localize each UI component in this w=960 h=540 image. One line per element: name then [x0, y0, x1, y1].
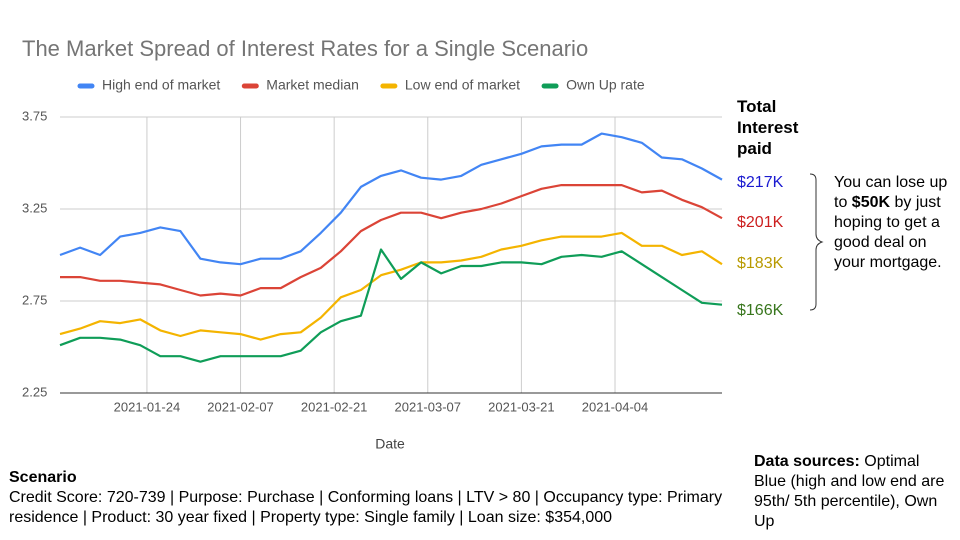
sources-label: Data sources:: [754, 453, 860, 470]
x-tick-label: 2021-03-07: [395, 399, 462, 414]
x-axis-label: Date: [375, 436, 405, 452]
sources-text: Optimal Blue (high and low end are 95th/…: [754, 453, 945, 530]
scenario-title: Scenario: [9, 469, 77, 486]
total: $183K: [737, 255, 784, 272]
brace: [809, 173, 824, 311]
y-tick-label: 2.25: [22, 384, 47, 399]
line-series: [59, 248, 723, 363]
data-sources: Data sources: Optimal Blue (high and low…: [754, 452, 954, 532]
x-tick-label: 2021-03-21: [488, 399, 555, 414]
x-tick-label: 2021-02-07: [207, 399, 274, 414]
total: $166K: [737, 302, 784, 319]
y-tick-label: 3.75: [22, 108, 47, 123]
note: You can lose up to $50K by just hoping t…: [834, 173, 960, 273]
note-bold: $50K: [851, 194, 891, 211]
note-text: by just hoping to get a good deal on you…: [834, 194, 942, 271]
x-tick-label: 2021-01-24: [114, 399, 181, 414]
line-series: [60, 184, 723, 297]
x-tick-label: 2021-02-21: [301, 399, 368, 414]
scenario-text: Credit Score: 720-739 | Purpose: Purchas…: [9, 489, 723, 526]
note-text: You can lose up to: [834, 174, 948, 211]
legend-label: High end of market: [102, 77, 220, 93]
legend-label: Market median: [266, 77, 359, 93]
scenario: Scenario Credit Score: 720-739 | Purpose:…: [9, 468, 739, 528]
line-series: [59, 231, 723, 341]
y-tick-label: 2.75: [22, 292, 47, 307]
legend-label: Low end of market: [405, 77, 520, 93]
legend-label: Own Up rate: [566, 77, 645, 93]
y-tick-label: 3.25: [22, 200, 47, 215]
line-series: [59, 132, 723, 266]
total: $217K: [737, 174, 784, 191]
side-title: Total Interest paid: [737, 97, 799, 158]
total: $201K: [737, 214, 784, 231]
chart-title: The Market Spread of Interest Rates for …: [22, 36, 588, 61]
x-tick-label: 2021-04-04: [582, 399, 649, 414]
